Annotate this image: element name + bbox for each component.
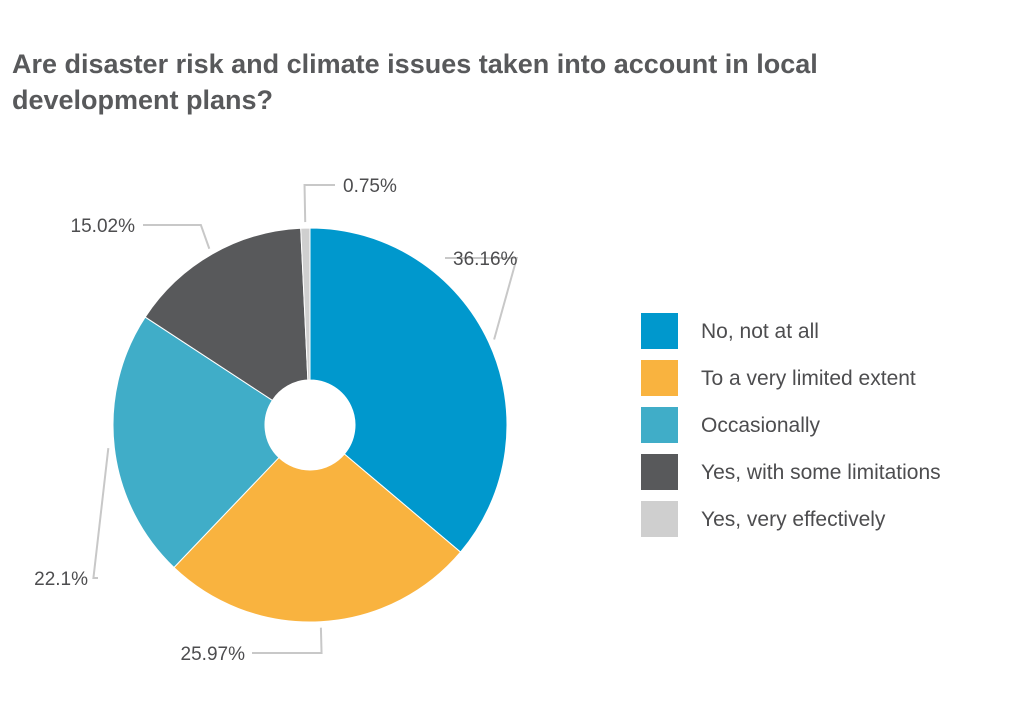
leader-line-no-not-at-all: [445, 257, 519, 340]
data-label-yes-with-some-limitations: 15.02%: [71, 216, 136, 237]
legend-swatch-yes-very-effectively: [641, 501, 678, 537]
legend: No, not at all To a very limited extent Oc…: [641, 313, 941, 537]
legend-swatch-occasionally: [641, 407, 678, 443]
pie-slice-yes-very-effectively: [300, 227, 311, 381]
leader-line-yes-very-effectively: [303, 184, 335, 223]
legend-label-no-not-at-all: No, not at all: [701, 320, 819, 343]
leader-lines: [92, 184, 519, 654]
pie-slice-no-not-at-all: [309, 227, 508, 553]
legend-label-to-a-very-limited-extent: To a very limited extent: [701, 367, 916, 390]
legend-swatch-to-a-very-limited-extent: [641, 360, 678, 396]
data-label-to-a-very-limited-extent: 25.97%: [181, 644, 246, 665]
legend-label-yes-very-effectively: Yes, very effectively: [701, 508, 886, 531]
leader-line-yes-with-some-limitations: [143, 224, 211, 250]
data-label-no-not-at-all: 36.16%: [453, 249, 518, 270]
chart-title: Are disaster risk and climate issues tak…: [12, 49, 818, 115]
leader-line-occasionally: [92, 448, 110, 579]
pie-slices: [112, 227, 508, 623]
leader-line-to-a-very-limited-extent: [252, 627, 323, 654]
pie-slice-yes-with-some-limitations: [144, 227, 309, 402]
data-labels: 36.16% 25.97% 22.1% 15.02% 0.75%: [34, 176, 517, 665]
data-label-occasionally: 22.1%: [34, 569, 88, 590]
legend-label-yes-with-some-limitations: Yes, with some limitations: [701, 461, 941, 484]
pie-slice-occasionally: [112, 316, 280, 569]
legend-swatch-no-not-at-all: [641, 313, 678, 349]
legend-label-occasionally: Occasionally: [701, 414, 821, 437]
data-label-yes-very-effectively: 0.75%: [343, 176, 397, 197]
legend-swatch-yes-with-some-limitations: [641, 454, 678, 490]
pie-slice-to-a-very-limited-extent: [173, 453, 462, 623]
